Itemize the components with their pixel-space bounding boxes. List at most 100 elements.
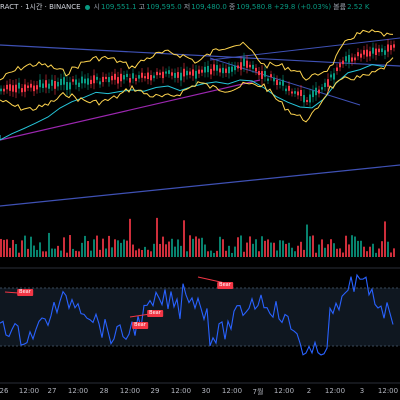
candle-body [297,91,299,96]
candle-body [204,66,206,73]
candle-body [216,65,218,71]
volume-bar [30,236,32,257]
candle-body [201,69,203,73]
candle-body [240,62,242,70]
volume-bar [105,248,107,257]
volume-bar [219,236,221,257]
volume-bar [357,240,359,257]
candle-body [33,85,35,92]
candle-body [96,76,98,80]
volume-bar [279,240,281,257]
volume-bar [201,237,203,257]
volume-bar [273,242,275,257]
candle-body [135,78,137,82]
candle-body [54,81,56,89]
volume-bar [120,242,122,257]
candle-body [126,73,128,77]
volume-bar [351,235,353,257]
close-value: 109,580.8 [236,3,272,11]
candle-body [219,68,221,73]
volume-bar [195,236,197,257]
volume-bar [147,249,149,257]
volume-bar [303,249,305,257]
candle-body [369,51,371,57]
bear-signal[interactable]: Bear [132,322,148,329]
time-tick: 7월 [252,388,264,396]
candle-body [378,48,380,53]
candle-body [279,81,281,85]
candle-body [21,88,23,93]
low-label: 저 [183,3,191,11]
volume-bar [315,252,317,257]
volume-bar [360,240,362,257]
bear-signal[interactable]: Bear [147,310,163,317]
candle-body [69,82,71,90]
volume-bar [243,251,245,257]
volume-bar [99,249,101,257]
trendline [0,164,400,207]
volume-bar [189,235,191,257]
volume-bar [372,243,374,257]
moving-average [0,79,261,141]
candle-body [282,79,284,86]
volume-bar [312,235,314,257]
candle-body [129,78,131,83]
volume-bar [192,238,194,257]
candle-body [222,67,224,74]
bollinger-lower [0,57,394,123]
volume-bar [240,235,242,257]
candle-body [285,88,287,92]
candle-body [363,50,365,55]
candle-body [195,70,197,79]
bollinger-upper [0,29,394,81]
symbol-title[interactable]: RACT · 1시간 · BINANCE [0,3,81,11]
volume-bar [33,245,35,257]
volume-bar [249,236,251,257]
candle-body [144,76,146,79]
candle-body [90,79,92,85]
candle-body [264,71,266,77]
candle-body [183,68,185,77]
candle-body [15,84,17,93]
candle-body [270,74,272,78]
candle-body [360,53,362,58]
volume-bar [21,240,23,257]
candle-body [159,72,161,75]
volume-bar [126,240,128,257]
moving-average [0,64,385,141]
volume-bar [114,239,116,257]
volume-bar [264,240,266,257]
volume-bar [102,238,104,257]
symbol-header: RACT · 1시간 · BINANCE 시 109,551.1 고 109,5… [0,0,371,14]
time-tick: 2 [306,387,312,395]
time-tick: 12:00 [221,387,243,395]
time-tick: 12:00 [377,387,399,395]
volume-bar [108,235,110,257]
candle-body [312,90,314,98]
volume-bar [339,248,341,257]
candle-body [246,60,248,68]
volume-bar [222,239,224,257]
volume-bar [327,244,329,257]
volume-bar [225,250,227,257]
bear-signal[interactable]: Bear [17,289,33,296]
candle-body [189,71,191,75]
volume-label: 볼륨 [333,3,347,11]
volume-bar [207,251,209,257]
volume-bar [183,220,185,257]
candle-body [300,90,302,97]
candle-body [30,83,32,88]
volume-bar [384,221,386,257]
candle-body [153,75,155,79]
volume-bar [321,239,323,257]
volume-bar [138,248,140,257]
volume-bar [276,250,278,257]
volume-bar [135,250,137,257]
volume-bar [81,242,83,257]
bear-signal[interactable]: Bear [217,282,233,289]
candle-body [276,79,278,86]
candle-body [303,95,305,103]
candle-body [177,72,179,78]
time-tick: 3 [359,387,365,395]
